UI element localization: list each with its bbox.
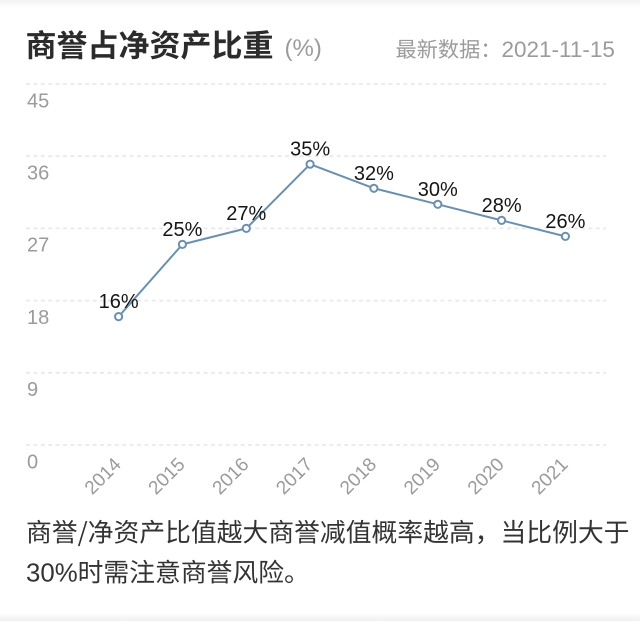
svg-text:18: 18 <box>27 307 49 329</box>
svg-text:35%: 35% <box>290 139 330 161</box>
svg-text:9: 9 <box>27 379 38 401</box>
svg-text:2021-11-15: 2021-11-15 <box>502 37 615 62</box>
svg-text:30%: 30% <box>418 179 458 201</box>
svg-text:27%: 27% <box>226 203 266 225</box>
svg-text:26%: 26% <box>545 211 585 233</box>
svg-text:0: 0 <box>27 451 38 473</box>
svg-text:28%: 28% <box>482 195 522 217</box>
svg-text:32%: 32% <box>354 163 394 185</box>
svg-text:30%: 30% <box>26 560 78 588</box>
svg-text:(%): (%) <box>285 35 322 62</box>
svg-text:45: 45 <box>27 90 49 112</box>
svg-text:27: 27 <box>27 235 49 257</box>
svg-text:16%: 16% <box>99 291 139 313</box>
svg-text:25%: 25% <box>162 219 202 241</box>
svg-text:36: 36 <box>27 163 49 185</box>
